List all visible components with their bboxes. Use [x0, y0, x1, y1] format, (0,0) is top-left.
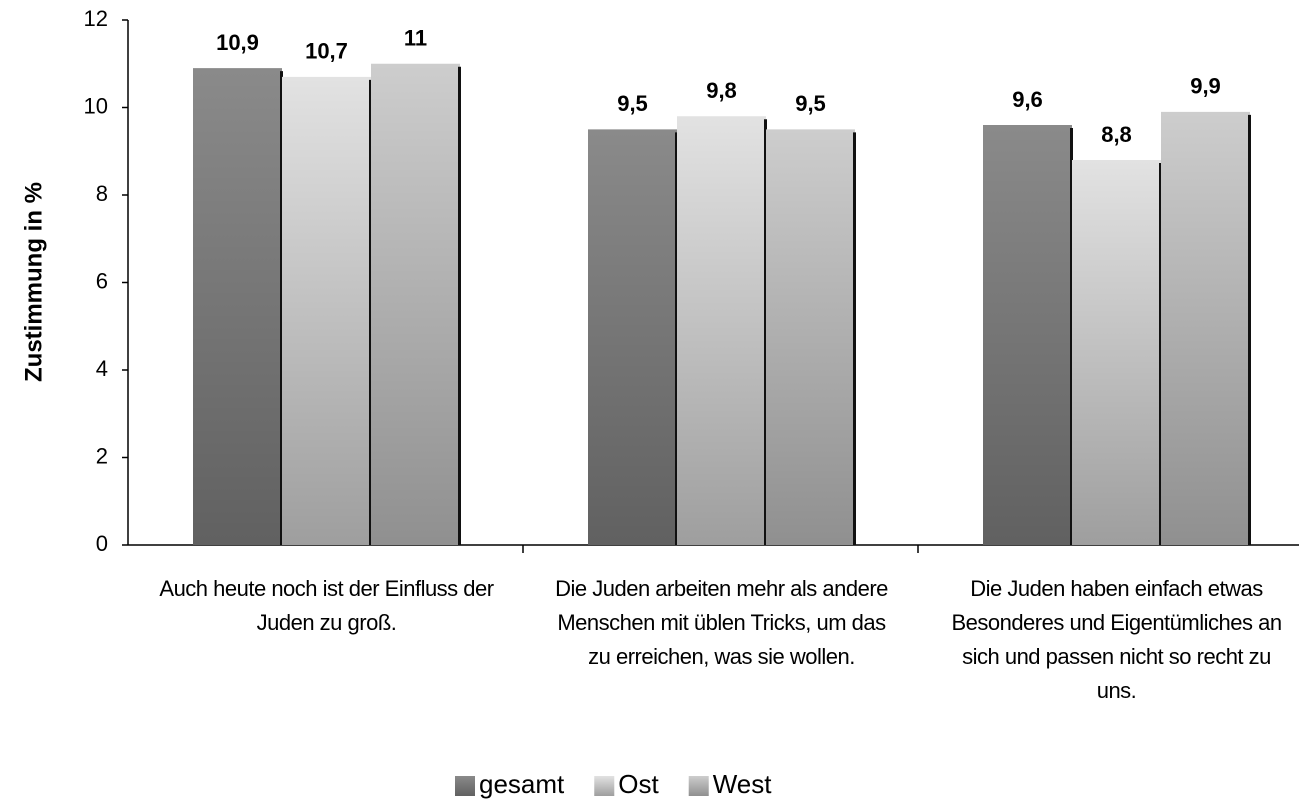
bar-shade: [588, 129, 677, 545]
bar-shade: [282, 76, 371, 545]
y-tick-label: 2: [96, 443, 108, 468]
bar-edge: [458, 66, 461, 545]
value-label: 9,5: [617, 91, 648, 116]
y-tick-label: 0: [96, 531, 108, 556]
bar-shade: [983, 125, 1072, 545]
bar-edge: [764, 119, 767, 545]
bar-edge: [1070, 128, 1073, 545]
value-label: 9,5: [795, 91, 826, 116]
x-tick-label: Die Juden haben einfach etwas Besonderes…: [951, 576, 1282, 703]
bar-edge: [1159, 163, 1162, 545]
y-tick-label: 8: [96, 181, 108, 206]
bar-shade: [1161, 111, 1250, 545]
legend-swatch-shade: [455, 776, 475, 796]
bar-edge: [853, 132, 856, 545]
bar-shade: [766, 129, 855, 545]
value-label: 9,8: [706, 78, 737, 103]
legend-label: gesamt: [479, 769, 565, 799]
value-label: 10,7: [305, 39, 348, 64]
y-tick-label: 12: [84, 6, 108, 31]
y-tick-label: 4: [96, 356, 108, 381]
value-label: 9,9: [1190, 74, 1221, 99]
value-label: 10,9: [216, 30, 259, 55]
bar-edge: [675, 132, 678, 545]
bar-edge: [280, 71, 283, 545]
bar-shade: [371, 63, 460, 545]
bar-shade: [1072, 160, 1161, 545]
bar-shade: [677, 116, 766, 545]
bar-shade: [193, 68, 282, 545]
bar-edge: [369, 79, 372, 545]
legend-label: Ost: [618, 769, 659, 799]
y-tick-label: 10: [84, 93, 108, 118]
x-tick-label: Die Juden arbeiten mehr als andere Mensc…: [555, 576, 888, 669]
y-axis-title: Zustimmung in %: [20, 182, 47, 382]
value-label: 9,6: [1012, 87, 1043, 112]
value-label: 11: [404, 26, 427, 51]
x-tick-label: Auch heute noch ist der Einfluss der Jud…: [159, 576, 494, 635]
legend-swatch-shade: [594, 776, 615, 796]
bar-edge: [1248, 114, 1251, 545]
value-label: 8,8: [1101, 122, 1132, 147]
legend-label: West: [713, 769, 773, 799]
y-tick-label: 6: [96, 268, 108, 293]
legend-swatch-shade: [688, 776, 709, 796]
